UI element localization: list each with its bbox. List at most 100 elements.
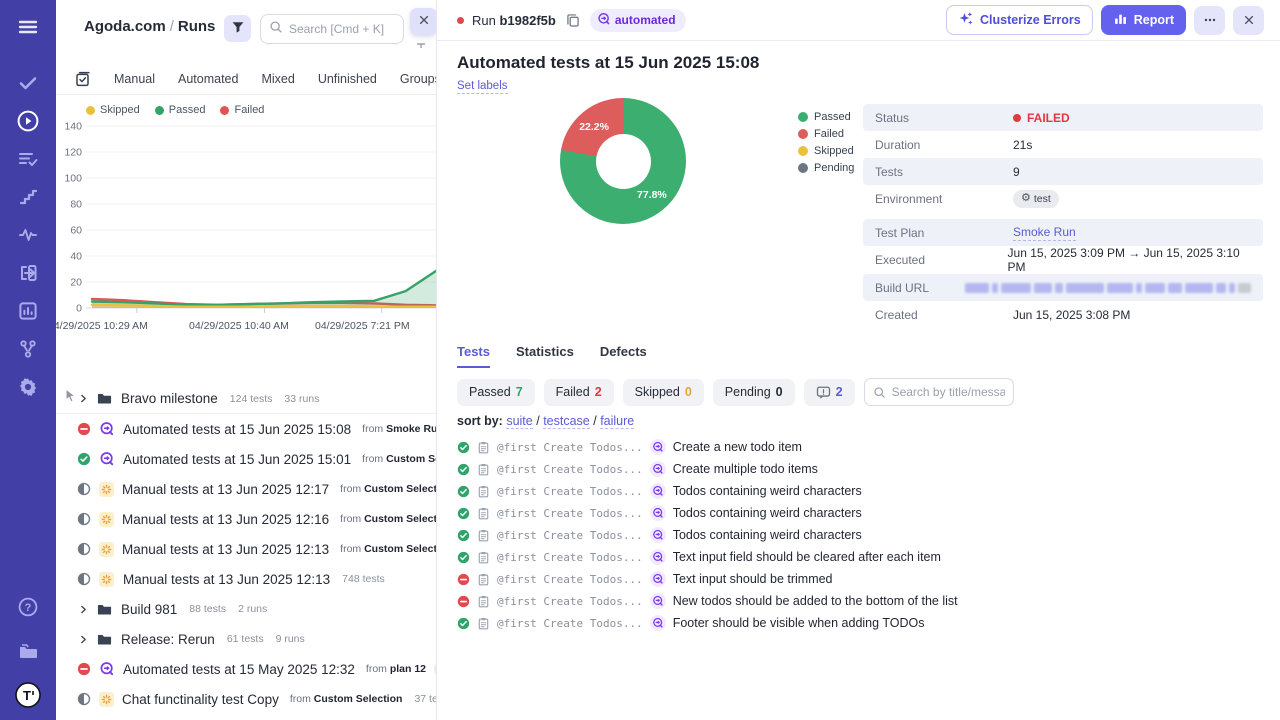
detail-tab-statistics[interactable]: Statistics [516,344,574,359]
filter-chip-comments[interactable]: 2 [803,378,855,406]
runs-tab-mixed[interactable]: Mixed [261,72,295,86]
runs-panel: Agoda.com/Runs Manual Automated Mixed Unfin… [56,0,437,720]
run-status-passed-icon [77,452,91,466]
steps-icon[interactable] [0,178,56,216]
checks-icon[interactable] [0,64,56,102]
test-filters: Passed 7 Failed 2 Skipped 0 Pending 0 2 [457,378,1014,406]
test-status-passed-icon [457,551,470,564]
clusterize-errors-button[interactable]: Clusterize Errors [945,5,1093,35]
sort-option-suite[interactable]: suite [506,414,533,429]
run-group-row[interactable]: Bravo milestone 124 tests 33 runs [56,384,436,414]
run-play-icon[interactable] [0,102,56,140]
branch-icon[interactable] [0,330,56,368]
manual-run-icon [99,691,114,707]
import-icon[interactable] [0,254,56,292]
donut-legend-pending[interactable]: Pending [798,162,854,174]
runs-search[interactable] [260,14,404,44]
legend-item-failed[interactable]: Failed [220,104,264,116]
set-labels-link[interactable]: Set labels [457,80,508,94]
chevron-right-icon[interactable] [77,393,89,404]
analytics-icon[interactable] [0,292,56,330]
donut-legend-failed[interactable]: Failed [798,128,854,140]
redacted-build-url [965,282,1251,293]
run-row[interactable]: Automated tests at 15 Jun 2025 15:08 from… [56,414,436,444]
legend-item-skipped[interactable]: Skipped [86,104,140,116]
runs-tab-groups[interactable]: Groups [399,72,437,86]
sort-option-testcase[interactable]: testcase [543,414,590,429]
copy-run-id-button[interactable] [564,11,582,29]
runs-tab-manual[interactable]: Manual [114,72,155,86]
bar-chart-icon [1113,11,1128,29]
runs-chart-legend: Skipped Passed Failed [86,104,264,116]
test-row[interactable]: @first Create Todos... Create multiple to… [457,458,1257,480]
more-options-button[interactable] [1194,5,1225,35]
run-row[interactable]: Manual tests at 13 Jun 2025 12:13 748 tes… [56,564,436,594]
test-row[interactable]: @first Create Todos... New todos should b… [457,590,1257,612]
folder-icon [97,602,113,617]
run-row[interactable]: Manual tests at 13 Jun 2025 12:17 from Cu… [56,474,436,504]
logo-testomat[interactable]: T [0,676,56,714]
pulse-icon[interactable] [0,216,56,254]
run-group-row[interactable]: Build 981 88 tests 2 runs [56,594,436,624]
detail-row-build-url: Build URL [863,274,1263,301]
test-suite: @first Create Todos... [497,484,643,498]
legend-item-passed[interactable]: Passed [154,104,205,116]
run-name: Manual tests at 13 Jun 2025 12:16 [122,511,330,527]
test-suite: @first Create Todos... [497,462,643,476]
runs-tab-automated[interactable]: Automated [178,72,239,86]
test-row[interactable]: @first Create Todos... Todos containing w… [457,480,1257,502]
report-button[interactable]: Report [1100,5,1186,35]
gear-icon[interactable] [0,368,56,406]
run-row[interactable]: Chat functinality test Copy from Custom S… [56,684,436,714]
run-name: Manual tests at 13 Jun 2025 12:17 [122,481,330,497]
detail-tab-defects[interactable]: Defects [599,344,647,359]
project-name[interactable]: Agoda.com [84,18,166,35]
test-status-failed-icon [457,595,470,608]
environment-pill[interactable]: ⚙ test [1013,189,1059,208]
test-row[interactable]: @first Create Todos... Todos containing w… [457,524,1257,546]
tests-search[interactable] [863,378,1014,406]
run-group-row[interactable]: Release: Rerun 61 tests 9 runs [56,624,436,654]
run-row[interactable]: Automated tests at 15 Jun 2025 15:01 from… [56,444,436,474]
filter-chip-failed[interactable]: Failed 2 [543,378,614,406]
test-plan-link[interactable]: Smoke Run [1013,224,1076,241]
manual-run-icon [99,511,114,527]
breadcrumb-separator: / [169,18,174,35]
funnel-icon [231,20,245,37]
close-detail-button[interactable] [1233,5,1264,35]
help-icon[interactable]: ? [0,588,56,626]
run-id-label: Run b1982f5b [472,12,556,28]
chevron-right-icon[interactable] [77,604,89,615]
status-value: FAILED [1013,111,1070,125]
donut-legend-skipped[interactable]: Skipped [798,145,854,157]
test-row[interactable]: @first Create Todos... Todos containing w… [457,502,1257,524]
test-row[interactable]: @first Create Todos... Text input should … [457,568,1257,590]
run-row[interactable]: Automated tests at 15 May 2025 12:32 from… [56,654,436,684]
automated-badge[interactable]: automated [589,8,686,32]
projects-icon[interactable] [0,632,56,670]
test-row[interactable]: @first Create Todos... Footer should be v… [457,612,1257,634]
test-row[interactable]: @first Create Todos... Create a new todo … [457,436,1257,458]
chevron-right-icon[interactable] [77,634,89,645]
tests-search-input[interactable] [891,385,1005,399]
panel-close-button[interactable] [410,8,436,35]
test-row[interactable]: @first Create Todos... Text input field s… [457,546,1257,568]
run-row[interactable]: Manual tests at 13 Jun 2025 12:16 from Cu… [56,504,436,534]
filter-chip-pending[interactable]: Pending 0 [712,378,795,406]
filter-chip-skipped[interactable]: Skipped 0 [622,378,704,406]
select-runs-icon[interactable] [75,71,91,87]
run-from: from Custom Selection [289,693,403,705]
detail-row-status: Status FAILED [863,104,1263,131]
donut-legend-passed[interactable]: Passed [798,111,854,123]
test-list-icon[interactable] [0,140,56,178]
filter-button[interactable] [224,15,251,42]
menu-icon[interactable] [0,8,56,46]
sort-option-failure[interactable]: failure [600,414,635,429]
run-row[interactable]: Manual tests at 13 Jun 2025 12:13 from Cu… [56,534,436,564]
detail-value: Jun 15, 2025 3:08 PM [1013,307,1131,322]
runs-search-input[interactable] [289,22,395,36]
detail-tab-tests[interactable]: Tests [457,344,490,368]
filter-chip-passed[interactable]: Passed 7 [457,378,535,406]
runs-tab-unfinished[interactable]: Unfinished [317,72,377,86]
x-tick-label: 04/29/2025 7:21 PM [315,320,410,332]
